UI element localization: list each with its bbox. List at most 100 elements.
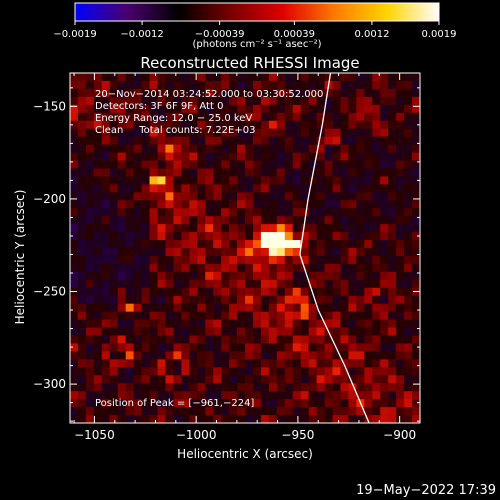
heatmap-cell — [157, 391, 166, 400]
heatmap-cell — [141, 271, 150, 281]
heatmap-cell — [101, 391, 111, 400]
heatmap-cell — [316, 359, 325, 368]
heatmap-cell — [109, 303, 119, 313]
heatmap-cell — [412, 120, 420, 130]
heatmap-cell — [252, 128, 262, 138]
heatmap-cell — [260, 96, 270, 106]
heatmap-cell — [316, 192, 325, 201]
heatmap-cell — [316, 176, 325, 185]
heatmap-cell — [300, 176, 310, 185]
heatmap-cell — [165, 216, 174, 225]
heatmap-cell — [292, 168, 302, 177]
heatmap-cell — [404, 319, 413, 328]
heatmap-cell — [237, 144, 246, 153]
heatmap-cell — [292, 152, 302, 161]
heatmap-cell — [70, 152, 79, 161]
heatmap-cell — [260, 319, 270, 328]
heatmap-cell — [165, 104, 174, 114]
heatmap-cell — [388, 351, 397, 360]
heatmap-cell — [356, 327, 365, 336]
heatmap-cell — [229, 279, 238, 289]
heatmap-cell — [284, 176, 294, 185]
heatmap-cell — [141, 232, 150, 241]
heatmap-cell — [245, 335, 254, 344]
heatmap-cell — [141, 136, 150, 145]
heatmap-cell — [388, 255, 397, 265]
heatmap-cell — [388, 311, 397, 320]
heatmap-cell — [404, 383, 413, 392]
heatmap-cell — [70, 128, 79, 138]
heatmap-cell — [133, 399, 142, 408]
heatmap-cell — [388, 144, 397, 153]
heatmap-cell — [77, 184, 87, 193]
heatmap-cell — [125, 88, 135, 98]
heatmap-cell — [229, 415, 238, 423]
heatmap-cell — [332, 136, 341, 145]
heatmap-cell — [197, 176, 206, 185]
heatmap-cell — [396, 80, 405, 90]
heatmap-cell — [181, 152, 190, 161]
heatmap-cell — [364, 375, 373, 384]
heatmap-cell — [388, 415, 397, 423]
heatmap-cell — [165, 168, 174, 177]
heatmap-cell — [356, 415, 365, 423]
heatmap-cell — [85, 335, 95, 344]
heatmap-cell — [165, 128, 174, 138]
heatmap-cell — [149, 391, 158, 400]
heatmap-cell — [237, 287, 246, 297]
heatmap-cell — [157, 319, 166, 328]
heatmap-cell — [300, 136, 310, 145]
heatmap-cell — [157, 359, 166, 368]
heatmap-cell — [380, 160, 389, 169]
heatmap-cell — [221, 359, 230, 368]
heatmap-cell — [348, 415, 357, 423]
heatmap-cell — [372, 208, 381, 217]
heatmap-cell — [348, 88, 357, 98]
heatmap-cell — [252, 192, 262, 201]
heatmap-cell — [245, 208, 254, 217]
heatmap-cell — [221, 144, 230, 153]
heatmap-cell — [133, 279, 142, 289]
heatmap-cell — [372, 200, 381, 209]
heatmap-cell — [292, 375, 302, 384]
heatmap-cell — [125, 80, 135, 90]
heatmap-cell — [324, 375, 333, 384]
heatmap-cell — [157, 168, 166, 177]
heatmap-cell — [245, 375, 254, 384]
heatmap-cell — [181, 383, 190, 392]
heatmap-cell — [252, 343, 262, 352]
heatmap-cell — [396, 375, 405, 384]
heatmap-cell — [260, 120, 270, 130]
heatmap-cell — [109, 367, 119, 376]
heatmap-cell — [300, 200, 310, 209]
heatmap-cell — [93, 112, 103, 122]
heatmap-cell — [117, 391, 127, 400]
heatmap-cell — [189, 311, 198, 320]
heatmap-cell — [173, 208, 182, 217]
heatmap-cell — [308, 232, 317, 241]
heatmap-cell — [388, 335, 397, 344]
heatmap-cell — [165, 327, 174, 336]
heatmap-cell — [364, 303, 373, 313]
heatmap-cell — [396, 144, 405, 153]
heatmap-cell — [412, 88, 420, 98]
heatmap-cell — [117, 168, 127, 177]
heatmap-cell — [221, 232, 230, 241]
heatmap-cell — [221, 375, 230, 384]
heatmap-cell — [276, 152, 286, 161]
heatmap-cell — [316, 160, 325, 169]
heatmap-cell — [85, 176, 95, 185]
heatmap-cell — [324, 263, 333, 273]
heatmap-cell — [70, 255, 79, 265]
heatmap-cell — [332, 263, 341, 273]
heatmap-cell — [237, 343, 246, 352]
heatmap-cell — [181, 224, 190, 233]
heatmap-cell — [412, 271, 420, 281]
heatmap-cell — [252, 224, 262, 233]
heatmap-cell — [70, 375, 79, 384]
heatmap-cell — [237, 359, 246, 368]
heatmap-cell — [388, 104, 397, 114]
plot-area: −1050 −1000 −950 −900−150−200−250−300 — [33, 72, 421, 442]
heatmap-cell — [260, 216, 270, 225]
heatmap-cell — [340, 120, 349, 130]
